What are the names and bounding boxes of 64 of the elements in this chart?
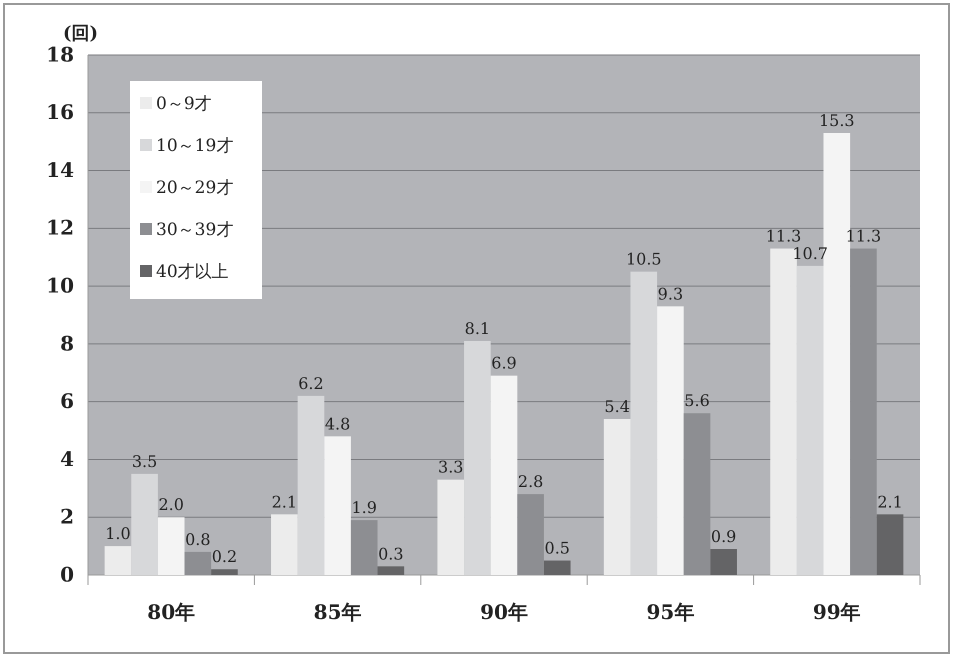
bar <box>544 560 571 575</box>
bar <box>490 376 518 575</box>
bar <box>464 341 491 575</box>
bar <box>298 396 324 575</box>
legend-label: 20～29才 <box>156 178 234 198</box>
bar <box>710 549 737 575</box>
y-axis-title: (回) <box>63 23 98 44</box>
bar <box>104 546 132 575</box>
x-tick-label: 99年 <box>812 600 861 624</box>
bar <box>158 517 185 575</box>
bar <box>657 306 684 575</box>
data-label: 0.5 <box>544 538 570 558</box>
data-label: 4.8 <box>324 414 350 434</box>
data-label: 11.3 <box>846 226 882 246</box>
bar <box>796 266 824 575</box>
data-label: 2.8 <box>518 472 544 492</box>
y-tick-label: 4 <box>60 446 74 471</box>
data-label: 11.3 <box>766 226 802 246</box>
x-tick-label: 95年 <box>646 600 694 624</box>
legend-label: 10～19才 <box>156 136 234 156</box>
bar <box>131 474 158 575</box>
legend-label: 40才以上 <box>156 262 229 282</box>
data-label: 0.3 <box>378 544 404 564</box>
y-tick-label: 0 <box>60 562 74 586</box>
data-label: 2.1 <box>877 492 903 512</box>
bar <box>604 419 630 575</box>
data-label: 2.1 <box>272 492 298 512</box>
data-label: 8.1 <box>464 319 490 338</box>
x-tick-label: 80年 <box>147 600 196 624</box>
data-label: 0.8 <box>185 530 211 549</box>
y-tick-label: 10 <box>46 274 74 298</box>
y-tick-label: 2 <box>60 504 74 529</box>
bar <box>876 514 904 575</box>
data-label: 1.0 <box>105 524 131 544</box>
y-tick-label: 16 <box>46 100 74 124</box>
bar <box>324 436 351 575</box>
data-label: 9.3 <box>658 284 684 304</box>
data-label: 3.5 <box>132 452 158 471</box>
bar <box>378 566 404 575</box>
data-label: 0.9 <box>710 527 736 546</box>
y-tick-label: 12 <box>46 216 74 240</box>
bar <box>211 569 238 575</box>
data-label: 2.0 <box>158 495 184 514</box>
bar <box>437 480 464 575</box>
y-tick-label: 8 <box>60 331 74 356</box>
legend-label: 30～39才 <box>156 220 234 240</box>
y-tick-label: 14 <box>46 158 74 182</box>
y-tick-label: 6 <box>60 389 74 414</box>
data-label: 0.2 <box>212 547 238 566</box>
data-label: 10.5 <box>626 250 662 269</box>
y-tick-label: 18 <box>46 42 74 66</box>
data-label: 6.9 <box>491 354 517 373</box>
x-tick-label: 90年 <box>480 600 528 624</box>
data-label: 3.3 <box>438 458 464 477</box>
data-label: 6.2 <box>298 374 324 393</box>
data-label: 1.9 <box>351 498 377 518</box>
bar <box>630 272 658 575</box>
data-label: 15.3 <box>818 111 855 130</box>
data-label: 5.6 <box>684 391 710 410</box>
legend-label: 0～9才 <box>156 94 212 114</box>
data-label: 5.4 <box>604 397 630 416</box>
x-tick-label: 85年 <box>314 600 362 624</box>
bar <box>271 514 298 575</box>
data-label: 10.7 <box>792 244 828 263</box>
